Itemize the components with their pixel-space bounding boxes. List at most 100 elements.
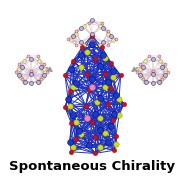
Point [30,58,33,61]
Point [103,72,106,75]
Point [91,34,93,37]
Point [100,21,103,24]
Point [30,69,33,72]
Point [138,67,141,70]
Point [86,117,89,120]
Point [27,55,30,58]
Point [78,130,81,133]
Point [40,77,43,80]
Point [75,82,77,85]
Point [94,112,97,115]
Point [86,50,89,53]
Point [145,80,148,83]
Point [87,144,90,147]
Point [119,74,122,77]
Point [102,40,105,43]
Point [75,44,77,47]
Point [91,36,93,39]
Point [91,77,93,80]
Point [30,82,33,85]
Point [38,60,41,63]
Text: Spontaneous Chirality: Spontaneous Chirality [9,160,175,173]
Point [110,125,113,128]
Point [113,112,116,115]
Point [91,33,93,36]
Point [87,88,90,91]
Point [118,98,121,101]
Point [91,120,93,123]
Point [102,53,105,56]
Point [84,104,87,107]
Point [83,25,86,28]
Point [67,37,70,40]
Point [75,29,77,32]
Point [95,101,98,104]
Point [107,103,109,106]
Point [17,63,20,66]
Point [98,117,101,120]
Point [140,75,143,78]
Point [151,82,154,85]
Point [167,71,170,74]
Point [107,80,109,83]
Point [135,71,138,74]
Point [114,93,117,96]
Point [100,45,103,48]
Point [98,96,101,99]
Point [161,66,164,69]
Point [151,58,154,61]
Point [94,136,97,139]
Point [63,106,66,109]
Point [91,85,93,88]
Point [83,44,86,47]
Point [70,150,73,153]
Point [70,67,73,70]
Point [75,138,77,141]
Point [141,66,144,69]
Point [151,69,154,72]
Point [75,33,77,36]
Point [91,42,93,45]
Point [79,40,82,43]
Point [75,120,77,123]
Point [111,69,114,72]
Point [98,25,101,28]
Point [98,128,101,131]
Point [164,74,167,77]
Point [41,75,44,78]
Point [43,74,46,77]
Point [114,37,117,40]
Point [162,75,165,78]
Point [79,26,82,29]
Point [24,80,27,83]
Point [40,66,43,69]
Point [148,55,151,58]
Point [91,18,93,21]
Point [157,55,160,58]
Point [143,60,146,63]
Point [67,98,70,101]
Point [98,44,101,47]
Point [103,85,106,88]
Point [17,67,20,70]
Point [70,39,73,42]
Point [68,90,71,93]
Point [98,64,101,67]
Point [71,146,74,149]
Point [86,72,89,75]
Point [43,67,46,70]
Point [107,33,109,36]
Point [110,87,113,90]
Point [111,119,114,122]
Point [110,61,113,64]
Point [111,39,114,42]
Point [98,146,101,149]
Point [79,53,82,56]
Point [102,26,105,29]
Point [22,80,25,83]
Point [118,114,121,117]
Point [151,72,154,75]
Point [114,142,117,145]
Point [79,66,82,69]
Point [71,114,74,117]
